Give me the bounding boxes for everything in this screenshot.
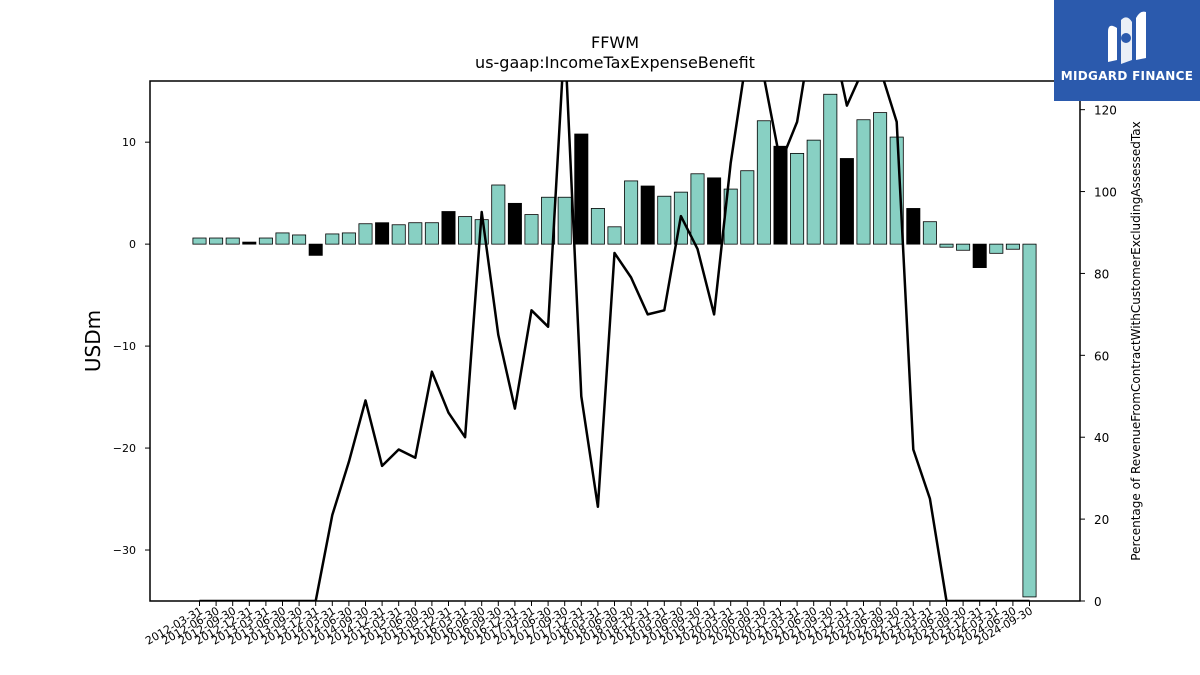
y2-tick-label: 0 — [1094, 595, 1102, 609]
y2-tick-label: 60 — [1094, 349, 1109, 363]
bar-2014-09-30 — [358, 223, 373, 245]
percentage-line — [199, 81, 1030, 601]
bar-2019-09-30 — [690, 173, 705, 245]
y-tick-label: −30 — [113, 544, 136, 557]
bar-2014-12-31 — [375, 222, 390, 245]
bar-2015-03-31 — [391, 224, 406, 245]
plot-frame — [149, 80, 1081, 602]
bar-2018-06-30 — [607, 226, 622, 245]
bar-2017-09-30 — [557, 196, 572, 245]
bar-2018-03-31 — [590, 208, 605, 245]
logo-text: MIDGARD FINANCE — [1060, 69, 1194, 83]
bar-2016-12-31 — [507, 202, 522, 245]
y2-tick-label: 120 — [1094, 104, 1117, 118]
bar-2020-09-30 — [756, 120, 771, 245]
bar-2022-12-31 — [906, 208, 921, 245]
y-tick-label: −20 — [113, 442, 136, 455]
y2-tick-label: 100 — [1094, 186, 1117, 200]
bar-2014-06-30 — [341, 232, 356, 245]
brand-logo: MIDGARD FINANCE — [1054, 0, 1200, 101]
y2-tick-label: 80 — [1094, 267, 1109, 281]
bar-2014-03-31 — [325, 233, 340, 245]
bar-2021-06-30 — [806, 139, 821, 245]
line-group — [199, 81, 1030, 601]
bar-2024-03-31 — [989, 243, 1004, 254]
bar-2013-06-30 — [275, 232, 290, 245]
y2-axis-label: Percentage of RevenueFromContractWithCus… — [1129, 121, 1143, 560]
bar-2013-03-31 — [258, 237, 273, 245]
bar-2022-03-31 — [856, 119, 871, 245]
bar-2019-12-31 — [707, 177, 722, 245]
y-tick-label: 0 — [129, 238, 136, 251]
bar-2021-03-31 — [790, 152, 805, 245]
y-axis-label: USDm — [81, 310, 105, 372]
bars-group — [192, 93, 1037, 598]
chart-title: FFWM — [591, 33, 639, 52]
bar-2012-03-31 — [192, 237, 207, 245]
y-axis-ticks: 10 0 −10 −20 −30 — [113, 136, 150, 557]
bar-2016-03-31 — [458, 216, 473, 245]
y2-tick-label: 20 — [1094, 513, 1109, 527]
bar-2022-06-30 — [873, 112, 888, 245]
bar-2015-06-30 — [408, 222, 423, 245]
bar-2016-09-30 — [491, 184, 506, 245]
bar-2021-12-31 — [839, 158, 854, 245]
bar-2023-09-30 — [956, 243, 971, 251]
y-tick-label: 10 — [122, 136, 136, 149]
logo-mark-icon — [1108, 11, 1146, 64]
bar-2020-12-31 — [773, 145, 788, 245]
bar-2023-06-30 — [939, 243, 954, 248]
bar-2023-03-31 — [922, 221, 937, 245]
bar-2015-09-30 — [424, 222, 439, 245]
bar-2018-12-31 — [640, 185, 655, 245]
bar-2023-12-31 — [972, 243, 987, 268]
y2-axis-ticks: 0 20 40 60 80 100 120 — [1080, 104, 1117, 609]
bar-2024-06-30 — [1005, 243, 1020, 250]
bar-2012-09-30 — [225, 237, 240, 245]
y2-tick-label: 40 — [1094, 431, 1109, 445]
bar-2018-09-30 — [624, 180, 639, 245]
bar-2015-12-31 — [441, 211, 456, 245]
bar-2024-09-30 — [1022, 243, 1037, 598]
bar-2019-03-31 — [657, 195, 672, 245]
bar-2021-09-30 — [823, 93, 838, 245]
x-axis-ticks: 2012-03-312012-06-302012-09-302012-12-31… — [143, 601, 1035, 648]
bar-2013-12-31 — [308, 243, 323, 256]
bar-2017-12-31 — [574, 133, 589, 245]
bar-2020-06-30 — [740, 170, 755, 245]
chart-subtitle: us-gaap:IncomeTaxExpenseBenefit — [475, 53, 755, 72]
bar-2012-12-31 — [242, 241, 257, 245]
y-tick-label: −10 — [113, 340, 136, 353]
bar-2017-03-31 — [524, 214, 539, 245]
bar-2013-09-30 — [292, 234, 307, 245]
bar-2012-06-30 — [209, 237, 224, 245]
